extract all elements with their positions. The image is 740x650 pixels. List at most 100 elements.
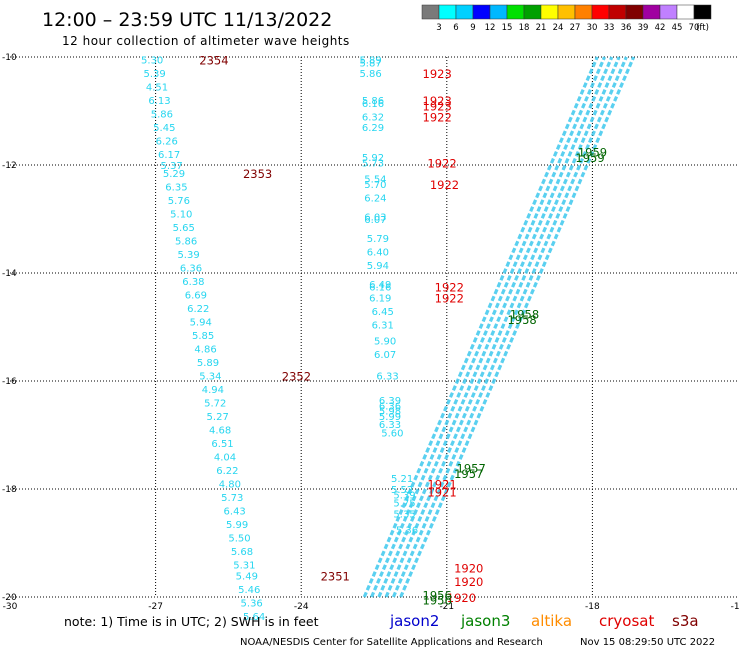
swh-value: 6.36: [180, 264, 202, 275]
band-stripe: [377, 56, 614, 598]
swh-value: 6.03: [364, 212, 386, 223]
y-tick-label: -14: [2, 269, 17, 279]
x-tick-label: -18: [585, 602, 600, 612]
colorbar-swatch: [421, 4, 440, 20]
pass-time-label: 1922: [435, 291, 464, 305]
pass-time-label: 2351: [321, 569, 350, 583]
pass-time-label: 1920: [454, 561, 483, 575]
swh-value: 5.29: [163, 169, 185, 180]
swh-value: 5.98: [379, 407, 401, 418]
swh-value: 5.89: [197, 358, 219, 369]
colorbar-label: 33: [604, 23, 615, 33]
colorbar-swatch: [455, 4, 474, 20]
swh-value: 5.92: [362, 153, 384, 164]
swh-value: 5.39: [393, 490, 415, 501]
swh-value: 6.45: [372, 307, 394, 318]
colorbar-label: 9: [470, 23, 475, 33]
pass-time-label: 1922: [430, 178, 459, 192]
swh-value: 5.86: [362, 96, 384, 107]
colorbar-swatch: [540, 4, 559, 20]
swh-value: 5.49: [236, 571, 258, 582]
swh-value: 5.34: [199, 372, 221, 383]
x-tick-label: -21: [439, 602, 454, 612]
swh-value: 5.86: [151, 110, 173, 121]
pass-time-label: 1923: [423, 94, 452, 108]
colorbar-label: 39: [638, 23, 649, 33]
y-tick-label: -18: [2, 485, 17, 495]
swh-value: 5.39: [177, 250, 199, 261]
swh-value: 6.32: [362, 112, 384, 123]
pass-time-label: 1920: [454, 575, 483, 589]
swh-value: 4.86: [194, 345, 216, 356]
pass-time-label: 1922: [423, 110, 452, 124]
colorbar-swatch: [608, 4, 627, 20]
swh-value: 6.17: [158, 150, 180, 161]
axis-ticks: -30 -27 -24 -21 -18 -15 -10 -12 -14 -16 -18 -20: [2, 53, 740, 612]
pass-time-label: 1959: [578, 146, 607, 160]
swh-value: 5.90: [374, 337, 396, 348]
swh-value: 5.50: [228, 534, 250, 545]
swh-value: 5.85: [192, 331, 214, 342]
footer-note: note: 1) Time is in UTC; 2) SWH is in fe…: [64, 614, 319, 629]
swh-value: 5.39: [143, 69, 165, 80]
swh-value: 6.13: [148, 96, 170, 107]
swh-value: 6.22: [187, 304, 209, 315]
diagonal-swath-band: [362, 56, 636, 598]
band-stripe: [399, 56, 636, 598]
satellite-name: altika: [531, 612, 572, 630]
pass-time-label: 1922: [427, 156, 456, 170]
swh-value: 6.26: [156, 137, 178, 148]
colorbar-swatch: [438, 4, 457, 20]
pass-time-label: 1923: [423, 67, 452, 81]
x-tick-label: -27: [148, 602, 163, 612]
swh-value: 5.75: [393, 499, 415, 510]
colorbar-swatch: [574, 4, 593, 20]
swh-value: 5.36: [396, 526, 418, 537]
colorbar-swatch: [591, 4, 610, 20]
chart-subtitle: 12 hour collection of altimeter wave hei…: [62, 34, 350, 48]
swh-value: 4.94: [202, 385, 224, 396]
y-tick-label: -12: [2, 161, 17, 171]
swh-value: 4.51: [146, 83, 168, 94]
colorbar-swatch: [676, 4, 695, 20]
y-tick-label: -20: [2, 593, 17, 603]
satellite-name: cryosat: [599, 612, 654, 630]
swh-value: 4.04: [214, 453, 236, 464]
swh-value: 5.45: [153, 123, 175, 134]
swh-value: 5.70: [364, 180, 386, 191]
swh-value: 5.99: [226, 520, 248, 531]
pass-time-label: 1957: [457, 461, 486, 475]
chart-title: 12:00 – 23:59 UTC 11/13/2022: [42, 9, 332, 31]
colorbar-swatch: [489, 4, 508, 20]
pass-time-label: 1920: [447, 591, 476, 605]
pass-time-label: 1957: [454, 467, 483, 481]
swh-value: 6.43: [224, 507, 246, 518]
band-stripe: [391, 56, 628, 598]
colorbar-swatch: [642, 4, 661, 20]
satellite-legend: jason2 jason3 altika cryosat s3a: [389, 612, 699, 630]
swh-value: 5.68: [231, 547, 253, 558]
swh-value: 6.07: [374, 350, 396, 361]
swh-value: 5.64: [243, 612, 265, 623]
swh-value: 5.30: [141, 56, 163, 67]
swh-value: 5.79: [367, 234, 389, 245]
swh-value: 5.86: [175, 237, 197, 248]
footer-credit: NOAA/NESDIS Center for Satellite Applica…: [240, 637, 543, 648]
swh-value: 5.65: [173, 223, 195, 234]
x-tick-label: -24: [294, 602, 309, 612]
swh-value: 5.10: [170, 210, 192, 221]
swh-value: 5.31: [233, 561, 255, 572]
swh-value: 5.86: [359, 69, 381, 80]
swh-value: 5.72: [204, 399, 226, 410]
swh-value: 6.24: [364, 193, 386, 204]
satellite-name: s3a: [672, 612, 699, 630]
colorbar-swatch: [659, 4, 678, 20]
pass-time-labels: 2354235323522351192319231923192219221922…: [199, 54, 607, 608]
swh-value: 6.49: [369, 280, 391, 291]
swh-value: 5.87: [359, 58, 381, 69]
swh-value: 5.36: [241, 598, 263, 609]
colorbar-swatch: [693, 4, 712, 20]
pass-time-label: 1956: [423, 594, 452, 608]
pass-time-label: 1922: [435, 281, 464, 295]
